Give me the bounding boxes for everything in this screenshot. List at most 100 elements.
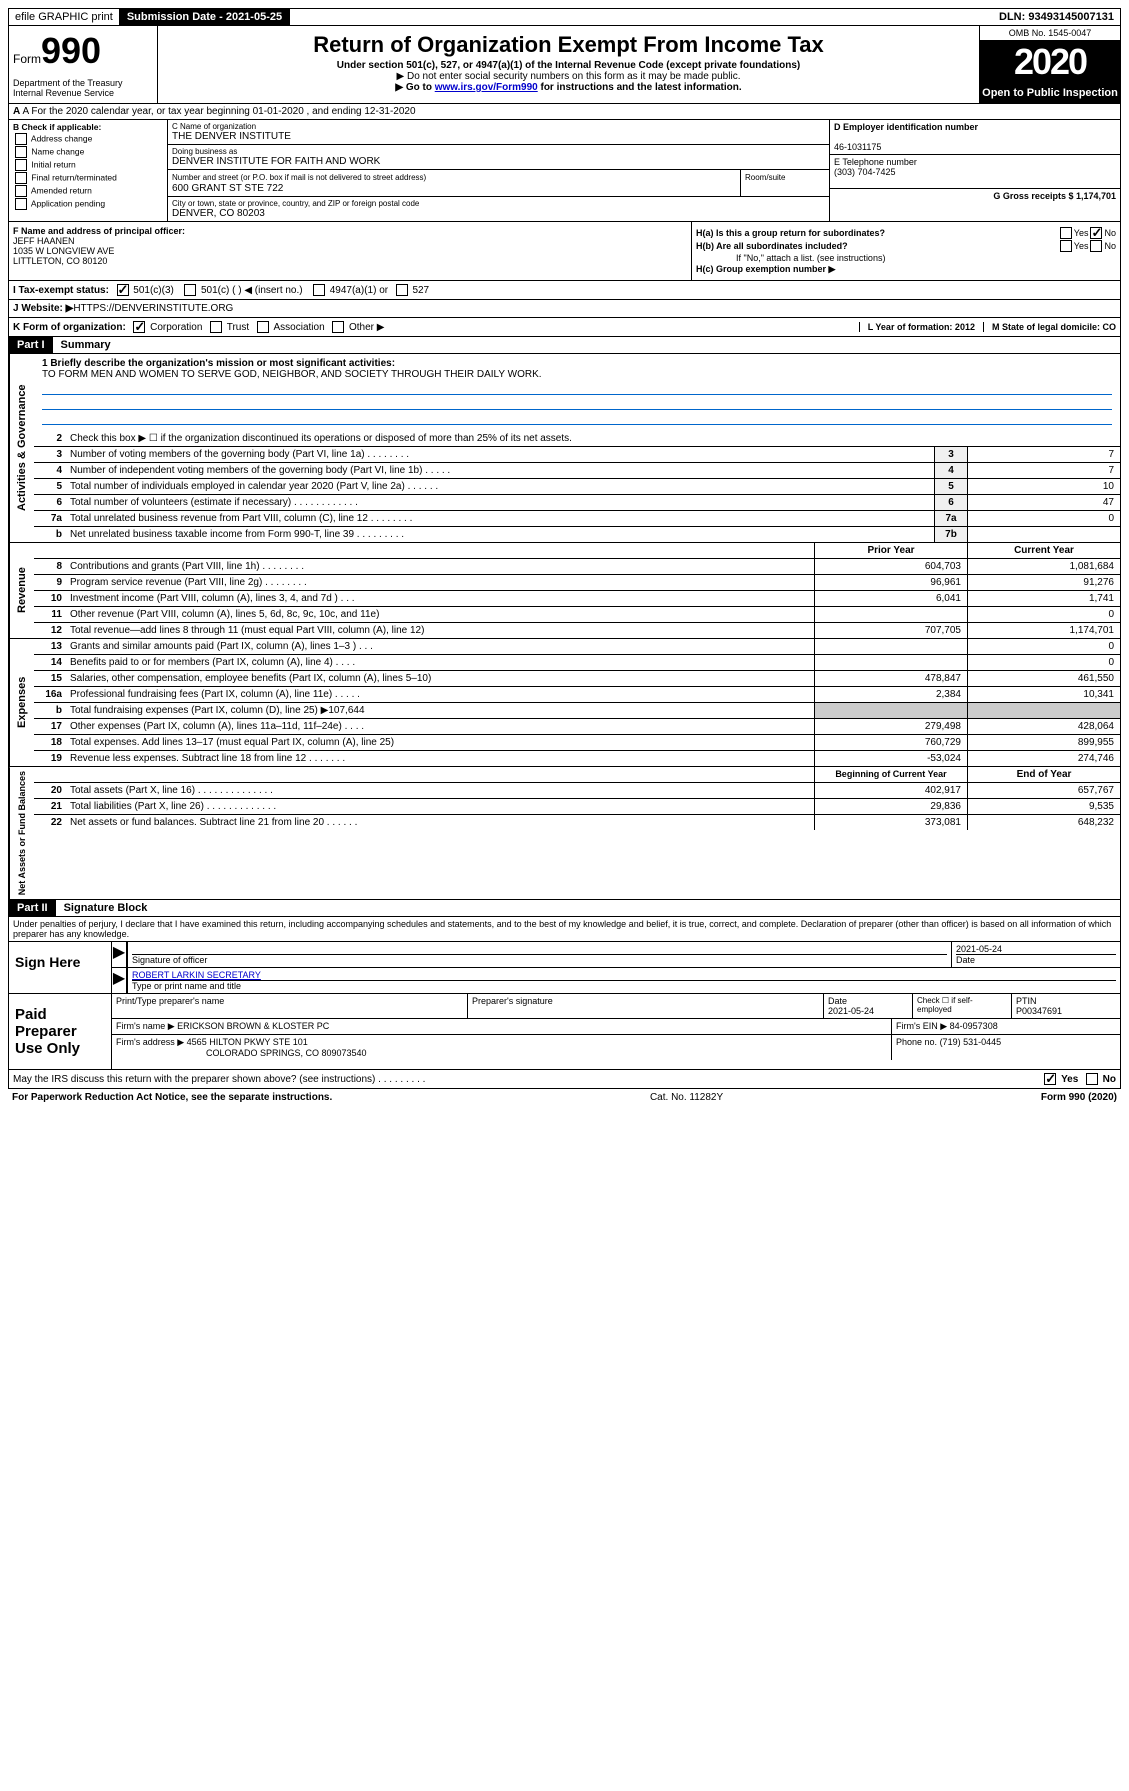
dept-label: Department of the Treasury Internal Reve… [13, 78, 153, 98]
line-21-current: 9,535 [967, 799, 1120, 814]
submission-date: Submission Date - 2021-05-25 [119, 9, 290, 25]
discuss-yes-checkbox[interactable] [1044, 1073, 1056, 1085]
line-17-current: 428,064 [967, 719, 1120, 734]
subtitle-1: Under section 501(c), 527, or 4947(a)(1)… [162, 60, 975, 71]
open-public: Open to Public Inspection [980, 83, 1120, 103]
cb-address-change[interactable]: Address change [13, 133, 163, 145]
firm-ein: 84-0957308 [950, 1021, 998, 1031]
line-16a-current: 10,341 [967, 687, 1120, 702]
paid-preparer-block: Paid Preparer Use Only Print/Type prepar… [8, 994, 1121, 1070]
line-14-current: 0 [967, 655, 1120, 670]
line-a: A A For the 2020 calendar year, or tax y… [8, 104, 1121, 120]
firm-phone: (719) 531-0445 [940, 1037, 1002, 1047]
part2-header: Part II [9, 900, 56, 916]
omb-number: OMB No. 1545-0047 [980, 26, 1120, 41]
form-number: Form990 [13, 30, 153, 72]
irs-link[interactable]: www.irs.gov/Form990 [435, 82, 538, 93]
mission-text: TO FORM MEN AND WOMEN TO SERVE GOD, NEIG… [42, 369, 542, 380]
gov-val-7b [967, 527, 1120, 542]
block-b-c-d: B Check if applicable: Address change Na… [8, 120, 1121, 222]
line-15-prior: 478,847 [814, 671, 967, 686]
cb-amended[interactable]: Amended return [13, 185, 163, 197]
line-10-prior: 6,041 [814, 591, 967, 606]
vtab-revenue: Revenue [9, 543, 34, 638]
cb-final-return[interactable]: Final return/terminated [13, 172, 163, 184]
line-18-prior: 760,729 [814, 735, 967, 750]
line-11-current: 0 [967, 607, 1120, 622]
dba-name: DENVER INSTITUTE FOR FAITH AND WORK [172, 156, 825, 167]
perjury-declaration: Under penalties of perjury, I declare th… [8, 917, 1121, 942]
line-20-prior: 402,917 [814, 783, 967, 798]
col-c: C Name of organization THE DENVER INSTIT… [168, 120, 829, 221]
dln: DLN: 93493145007131 [993, 9, 1120, 25]
efile-label[interactable]: efile GRAPHIC print [9, 9, 119, 25]
line-18-current: 899,955 [967, 735, 1120, 750]
line-14-prior [814, 655, 967, 670]
line-15-current: 461,550 [967, 671, 1120, 686]
row-k: K Form of organization: Corporation Trus… [8, 318, 1121, 337]
col-d-e: D Employer identification number 46-1031… [829, 120, 1120, 221]
subtitle-2: ▶ Do not enter social security numbers o… [162, 71, 975, 82]
line-12-current: 1,174,701 [967, 623, 1120, 638]
footer: For Paperwork Reduction Act Notice, see … [8, 1089, 1121, 1106]
gov-val-4: 7 [967, 463, 1120, 478]
ein: 46-1031175 [834, 142, 881, 152]
line-10-current: 1,741 [967, 591, 1120, 606]
form-title: Return of Organization Exempt From Incom… [162, 32, 975, 58]
website[interactable]: HTTPS://DENVERINSTITUTE.ORG [73, 303, 233, 314]
501c3-checkbox[interactable] [117, 284, 129, 296]
cb-initial-return[interactable]: Initial return [13, 159, 163, 171]
part1-header: Part I [9, 337, 53, 353]
gov-val-6: 47 [967, 495, 1120, 510]
firm-name: ERICKSON BROWN & KLOSTER PC [177, 1021, 329, 1031]
row-j: J Website: ▶ HTTPS://DENVERINSTITUTE.ORG [8, 300, 1121, 318]
line-11-prior [814, 607, 967, 622]
line-16a-prior: 2,384 [814, 687, 967, 702]
cb-name-change[interactable]: Name change [13, 146, 163, 158]
part1-title: Summary [53, 337, 119, 353]
vtab-net-assets: Net Assets or Fund Balances [9, 767, 34, 899]
gov-val-5: 10 [967, 479, 1120, 494]
city-state-zip: DENVER, CO 80203 [172, 208, 825, 219]
row-i: I Tax-exempt status: 501(c)(3) 501(c) ( … [8, 281, 1121, 300]
line-20-current: 657,767 [967, 783, 1120, 798]
sign-here-block: Sign Here ▶ Signature of officer 2021-05… [8, 942, 1121, 994]
form-header: Form990 Department of the Treasury Inter… [8, 26, 1121, 104]
top-bar: efile GRAPHIC print Submission Date - 20… [8, 8, 1121, 26]
line-8-current: 1,081,684 [967, 559, 1120, 574]
street-address: 600 GRANT ST STE 722 [172, 183, 283, 194]
org-name: THE DENVER INSTITUTE [172, 131, 825, 142]
gov-val-3: 7 [967, 447, 1120, 462]
vtab-expenses: Expenses [9, 639, 34, 766]
vtab-governance: Activities & Governance [9, 354, 34, 542]
line-b-prior [814, 703, 967, 718]
ptin: P00347691 [1016, 1006, 1062, 1016]
line-b-current [967, 703, 1120, 718]
part2-title: Signature Block [56, 900, 156, 916]
line-22-prior: 373,081 [814, 815, 967, 830]
block-f-h: F Name and address of principal officer:… [8, 222, 1121, 281]
line-21-prior: 29,836 [814, 799, 967, 814]
gov-val-7a: 0 [967, 511, 1120, 526]
officer-name: JEFF HAANEN [13, 236, 75, 246]
discuss-row: May the IRS discuss this return with the… [8, 1070, 1121, 1089]
tax-year: 2020 [980, 41, 1120, 83]
corp-checkbox[interactable] [133, 321, 145, 333]
ha-no-checkbox[interactable] [1090, 227, 1102, 239]
subtitle-3: ▶ Go to www.irs.gov/Form990 for instruct… [162, 82, 975, 93]
line-19-current: 274,746 [967, 751, 1120, 766]
line-22-current: 648,232 [967, 815, 1120, 830]
col-b: B Check if applicable: Address change Na… [9, 120, 168, 221]
telephone: (303) 704-7425 [834, 167, 896, 177]
line-13-prior [814, 639, 967, 654]
line-17-prior: 279,498 [814, 719, 967, 734]
cb-application-pending[interactable]: Application pending [13, 198, 163, 210]
officer-signature-name[interactable]: ROBERT LARKIN SECRETARY [132, 970, 261, 980]
line-13-current: 0 [967, 639, 1120, 654]
line-12-prior: 707,705 [814, 623, 967, 638]
line-19-prior: -53,024 [814, 751, 967, 766]
gross-receipts: G Gross receipts $ 1,174,701 [993, 191, 1116, 201]
line-9-current: 91,276 [967, 575, 1120, 590]
line-9-prior: 96,961 [814, 575, 967, 590]
line-8-prior: 604,703 [814, 559, 967, 574]
